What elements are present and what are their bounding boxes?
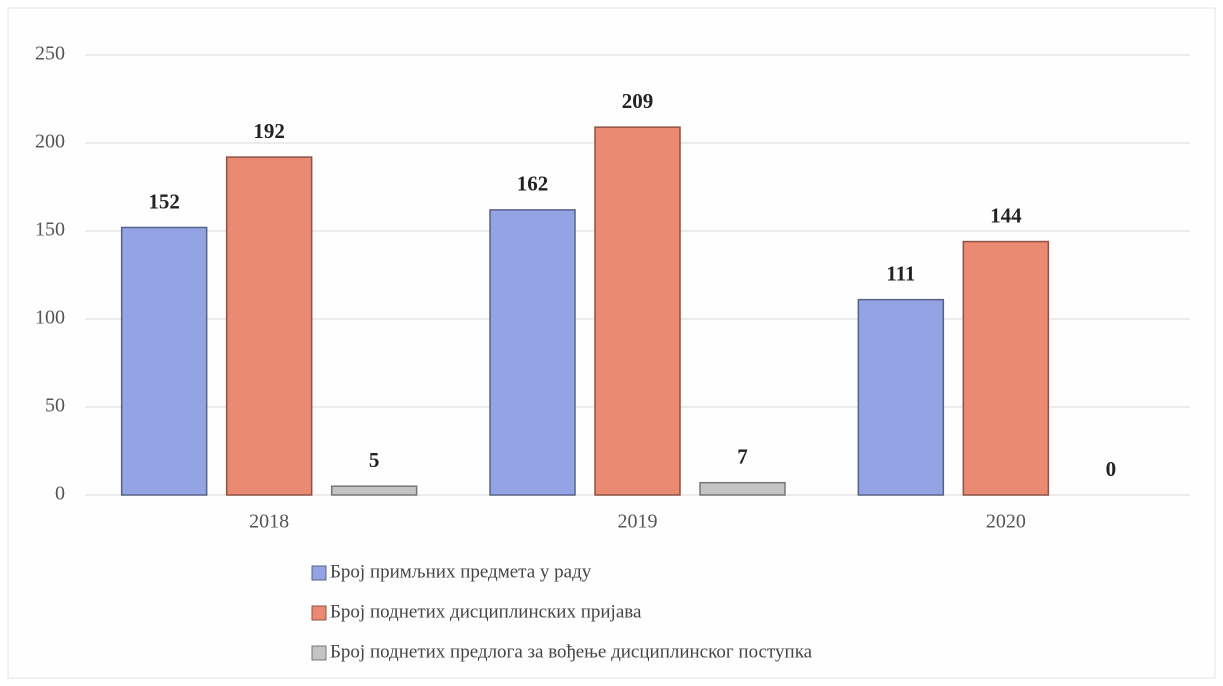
bar: [120, 226, 208, 496]
legend-swatch: [311, 565, 327, 581]
data-label: 144: [990, 203, 1022, 227]
bar: [225, 156, 313, 496]
x-tick-label: 2020: [986, 511, 1026, 533]
bar: [489, 209, 576, 496]
legend-label: Број поднетих дисциплинских пријава: [330, 601, 642, 622]
y-tick-label: 250: [35, 43, 65, 65]
x-tick-label: 2018: [249, 511, 289, 533]
legend-swatch: [311, 605, 327, 621]
legend-label: Број поднетих предлога за вођење дисципл…: [330, 641, 813, 662]
data-label: 209: [622, 89, 654, 113]
y-tick-label: 100: [35, 307, 65, 329]
bar: [594, 126, 681, 496]
data-label: 162: [517, 172, 549, 196]
data-label: 152: [148, 189, 180, 213]
bar: [699, 481, 786, 496]
y-tick-label: 200: [35, 131, 65, 153]
data-label: 192: [253, 119, 285, 143]
y-tick-label: 150: [35, 219, 65, 241]
data-label: 0: [1106, 457, 1117, 481]
y-tick-label: 0: [55, 483, 65, 505]
bar: [857, 298, 945, 496]
data-label: 5: [369, 448, 380, 472]
bar: [962, 240, 1050, 496]
legend-swatch: [311, 645, 327, 661]
x-tick-label: 2019: [618, 511, 658, 533]
data-label: 7: [737, 444, 748, 468]
bar: [330, 485, 418, 496]
y-tick-label: 50: [45, 395, 65, 417]
legend-label: Број примљних предмета у раду: [330, 561, 592, 582]
data-label: 111: [886, 261, 915, 285]
